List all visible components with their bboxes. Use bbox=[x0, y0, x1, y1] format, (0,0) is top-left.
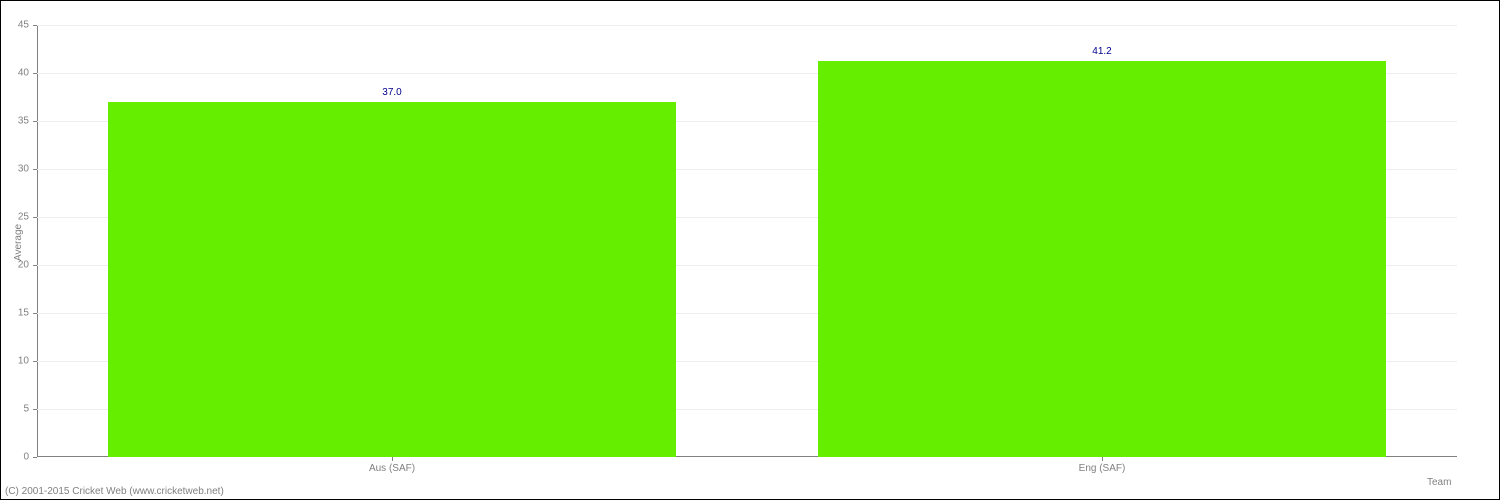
x-tick-label: Aus (SAF) bbox=[369, 463, 415, 474]
bar bbox=[818, 61, 1386, 457]
y-tick-mark bbox=[33, 25, 37, 26]
y-tick-mark bbox=[33, 409, 37, 410]
y-tick-mark bbox=[33, 265, 37, 266]
y-tick-label: 45 bbox=[3, 20, 29, 31]
y-tick-mark bbox=[33, 313, 37, 314]
bar bbox=[108, 102, 676, 457]
y-tick-mark bbox=[33, 73, 37, 74]
y-tick-label: 40 bbox=[3, 68, 29, 79]
copyright-text: (C) 2001-2015 Cricket Web (www.cricketwe… bbox=[5, 486, 224, 497]
y-tick-mark bbox=[33, 169, 37, 170]
y-axis-label: Average bbox=[13, 224, 24, 261]
plot-area: 37.0 41.2 bbox=[37, 25, 1457, 457]
bar-value-label: 37.0 bbox=[382, 87, 401, 98]
y-tick-label: 30 bbox=[3, 164, 29, 175]
y-tick-mark bbox=[33, 217, 37, 218]
chart-frame: 37.0 41.2 Average Team (C) 2001-2015 Cric… bbox=[0, 0, 1500, 500]
y-tick-mark bbox=[33, 121, 37, 122]
x-tick-label: Eng (SAF) bbox=[1079, 463, 1126, 474]
y-tick-label: 0 bbox=[3, 452, 29, 463]
bar-value-label: 41.2 bbox=[1092, 46, 1111, 57]
y-tick-label: 10 bbox=[3, 356, 29, 367]
x-tick-mark bbox=[392, 457, 393, 461]
y-tick-mark bbox=[33, 457, 37, 458]
y-tick-label: 35 bbox=[3, 116, 29, 127]
gridline bbox=[37, 25, 1457, 26]
y-tick-mark bbox=[33, 361, 37, 362]
y-tick-label: 25 bbox=[3, 212, 29, 223]
x-tick-mark bbox=[1102, 457, 1103, 461]
y-axis-line bbox=[37, 25, 38, 457]
x-axis-label: Team bbox=[1427, 477, 1451, 488]
y-tick-label: 15 bbox=[3, 308, 29, 319]
y-tick-label: 5 bbox=[3, 404, 29, 415]
y-tick-label: 20 bbox=[3, 260, 29, 271]
